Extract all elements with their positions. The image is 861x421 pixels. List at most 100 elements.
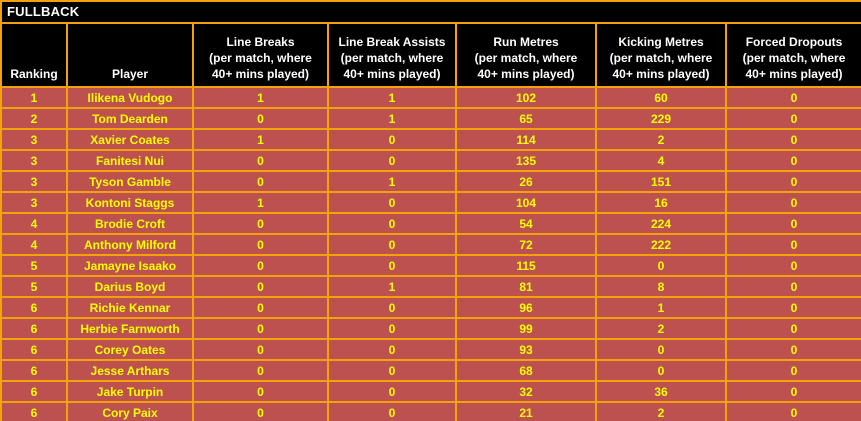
cell-kicking-metres: 224 [595, 212, 727, 235]
cell-player: Jamayne Isaako [66, 254, 194, 277]
cell-kicking-metres: 2 [595, 317, 727, 340]
column-header-line: (per match, where [209, 51, 312, 65]
cell-line-break-assists: 1 [327, 107, 457, 130]
cell-ranking: 4 [0, 233, 68, 256]
table-row: 3 Tyson Gamble 0 1 26 151 0 [0, 170, 861, 193]
cell-line-break-assists: 0 [327, 317, 457, 340]
table-row: 2 Tom Dearden 0 1 65 229 0 [0, 107, 861, 130]
column-header-line-break-assists: Line Break Assists (per match, where 40+ m… [327, 22, 457, 88]
cell-player: Tyson Gamble [66, 170, 194, 193]
cell-kicking-metres: 60 [595, 86, 727, 109]
cell-ranking: 6 [0, 359, 68, 382]
cell-line-break-assists: 0 [327, 149, 457, 172]
cell-run-metres: 96 [455, 296, 597, 319]
table-body: 1 Ilikena Vudogo 1 1 102 60 0 2 Tom Dearden 0 1 65 2… [0, 86, 861, 421]
cell-line-break-assists: 0 [327, 380, 457, 403]
column-header-line: (per match, where [474, 51, 578, 65]
column-header-ranking: Ranking [0, 22, 68, 88]
column-header-line: Player [111, 67, 149, 81]
cell-line-breaks: 0 [192, 233, 329, 256]
table-row: 6 Herbie Farnworth 0 0 99 2 0 [0, 317, 861, 340]
cell-forced-dropouts: 0 [724, 254, 861, 277]
table-row: 3 Fanitesi Nui 0 0 135 4 0 [0, 149, 861, 172]
cell-forced-dropouts: 0 [724, 149, 861, 172]
cell-ranking: 6 [0, 401, 68, 421]
column-header-run-metres: Run Metres (per match, where 40+ mins play… [455, 22, 597, 88]
cell-ranking: 3 [0, 191, 68, 214]
cell-ranking: 1 [0, 86, 68, 109]
cell-run-metres: 104 [455, 191, 597, 214]
table-row: 5 Darius Boyd 0 1 81 8 0 [0, 275, 861, 298]
cell-forced-dropouts: 0 [724, 86, 861, 109]
cell-run-metres: 21 [455, 401, 597, 421]
cell-kicking-metres: 0 [595, 254, 727, 277]
cell-run-metres: 81 [455, 275, 597, 298]
cell-run-metres: 54 [455, 212, 597, 235]
cell-kicking-metres: 16 [595, 191, 727, 214]
table-row: 1 Ilikena Vudogo 1 1 102 60 0 [0, 86, 861, 109]
cell-line-breaks: 0 [192, 254, 329, 277]
cell-run-metres: 135 [455, 149, 597, 172]
cell-player: Jake Turpin [66, 380, 194, 403]
column-header-line: (per match, where [742, 51, 846, 65]
table-title-row: FULLBACK [0, 0, 861, 24]
cell-player: Jesse Arthars [66, 359, 194, 382]
cell-line-breaks: 0 [192, 296, 329, 319]
column-header-player: Player [66, 22, 194, 88]
cell-kicking-metres: 229 [595, 107, 727, 130]
table-title: FULLBACK [0, 0, 861, 24]
cell-forced-dropouts: 0 [724, 338, 861, 361]
table-row: 6 Jake Turpin 0 0 32 36 0 [0, 380, 861, 403]
cell-line-break-assists: 0 [327, 191, 457, 214]
cell-ranking: 4 [0, 212, 68, 235]
column-header-kicking-metres: Kicking Metres (per match, where 40+ mins … [595, 22, 727, 88]
cell-line-break-assists: 0 [327, 128, 457, 151]
column-header-line: Forced Dropouts [745, 35, 843, 49]
cell-line-break-assists: 0 [327, 359, 457, 382]
cell-line-break-assists: 0 [327, 254, 457, 277]
cell-ranking: 6 [0, 380, 68, 403]
cell-player: Tom Dearden [66, 107, 194, 130]
column-header-forced-dropouts: Forced Dropouts (per match, where 40+ mins… [724, 22, 861, 88]
cell-line-breaks: 0 [192, 401, 329, 421]
cell-kicking-metres: 36 [595, 380, 727, 403]
cell-ranking: 6 [0, 338, 68, 361]
cell-ranking: 2 [0, 107, 68, 130]
cell-line-break-assists: 0 [327, 401, 457, 421]
cell-run-metres: 26 [455, 170, 597, 193]
cell-forced-dropouts: 0 [724, 233, 861, 256]
cell-forced-dropouts: 0 [724, 128, 861, 151]
cell-ranking: 6 [0, 296, 68, 319]
cell-player: Darius Boyd [66, 275, 194, 298]
cell-forced-dropouts: 0 [724, 107, 861, 130]
cell-kicking-metres: 8 [595, 275, 727, 298]
table-row: 5 Jamayne Isaako 0 0 115 0 0 [0, 254, 861, 277]
cell-run-metres: 32 [455, 380, 597, 403]
cell-forced-dropouts: 0 [724, 359, 861, 382]
cell-ranking: 3 [0, 128, 68, 151]
cell-line-break-assists: 1 [327, 170, 457, 193]
cell-line-breaks: 0 [192, 275, 329, 298]
cell-kicking-metres: 2 [595, 401, 727, 421]
table-row: 4 Anthony Milford 0 0 72 222 0 [0, 233, 861, 256]
cell-line-breaks: 0 [192, 212, 329, 235]
column-header-line: 40+ mins played) [745, 67, 843, 81]
table-row: 6 Cory Paix 0 0 21 2 0 [0, 401, 861, 421]
cell-run-metres: 115 [455, 254, 597, 277]
cell-line-breaks: 1 [192, 128, 329, 151]
cell-kicking-metres: 2 [595, 128, 727, 151]
table-row: 6 Jesse Arthars 0 0 68 0 0 [0, 359, 861, 382]
cell-forced-dropouts: 0 [724, 212, 861, 235]
cell-line-break-assists: 0 [327, 212, 457, 235]
table-row: 6 Corey Oates 0 0 93 0 0 [0, 338, 861, 361]
column-header-line: 40+ mins played) [477, 67, 575, 81]
cell-run-metres: 99 [455, 317, 597, 340]
table-row: 3 Kontoni Staggs 1 0 104 16 0 [0, 191, 861, 214]
column-header-line: (per match, where [609, 51, 713, 65]
cell-kicking-metres: 0 [595, 338, 727, 361]
column-header-line: Run Metres [493, 35, 559, 49]
cell-line-break-assists: 1 [327, 86, 457, 109]
cell-forced-dropouts: 0 [724, 296, 861, 319]
